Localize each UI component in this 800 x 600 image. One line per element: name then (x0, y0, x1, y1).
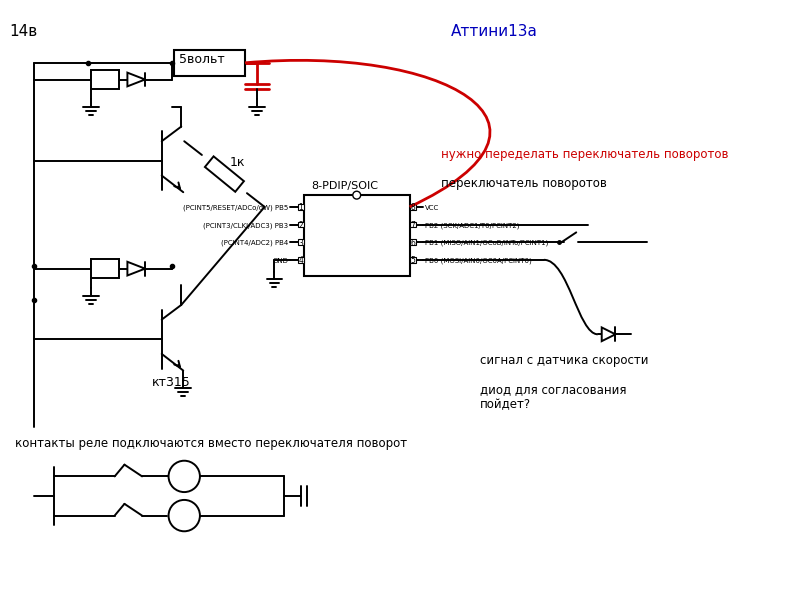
Text: 1: 1 (298, 203, 303, 212)
Bar (410, 239, 415, 245)
Text: 14в: 14в (10, 23, 38, 38)
Bar (410, 204, 415, 210)
Polygon shape (127, 262, 145, 275)
Circle shape (353, 191, 361, 199)
Text: 8-PDIP/SOIC: 8-PDIP/SOIC (312, 181, 378, 191)
Text: сигнал с датчика скорости: сигнал с датчика скорости (480, 354, 649, 367)
Text: (PCINT3/CLKI/ADC3) PB3: (PCINT3/CLKI/ADC3) PB3 (203, 222, 288, 229)
Text: 2: 2 (298, 221, 303, 230)
Text: PB2 (SCK/ADC1/T0/PCINT2): PB2 (SCK/ADC1/T0/PCINT2) (426, 222, 520, 229)
Circle shape (169, 500, 200, 531)
Bar (410, 221, 415, 227)
Text: кт315: кт315 (152, 376, 190, 389)
Polygon shape (127, 73, 145, 86)
Text: Аттини13а: Аттини13а (451, 23, 538, 38)
Bar (298, 257, 304, 263)
Bar (298, 204, 304, 210)
Text: 3: 3 (298, 239, 303, 248)
Text: 5вольт: 5вольт (179, 53, 225, 66)
Bar (298, 239, 304, 245)
Bar (304, 195, 410, 275)
Text: нужно переделать переключатель поворотов: нужно переделать переключатель поворотов (441, 148, 729, 161)
Text: 8: 8 (410, 203, 415, 212)
Text: PB1 (MISO/AIN1/OCoB/INTo/PCINT1): PB1 (MISO/AIN1/OCoB/INTo/PCINT1) (426, 240, 549, 247)
Polygon shape (602, 328, 615, 341)
Text: PB0 (MOSI/AIN0/OC0A/PCINT0): PB0 (MOSI/AIN0/OC0A/PCINT0) (426, 257, 532, 264)
Bar (205, 157, 244, 192)
Circle shape (169, 461, 200, 492)
Text: диод для согласования: диод для согласования (480, 383, 626, 396)
Text: (PCINT5/RESET/ADCo/dW) PB5: (PCINT5/RESET/ADCo/dW) PB5 (183, 205, 288, 211)
Text: 1к: 1к (230, 157, 245, 169)
Text: GND: GND (272, 258, 288, 264)
Text: (PCINT4/ADC2) PB4: (PCINT4/ADC2) PB4 (221, 240, 288, 247)
Bar (174, 50, 245, 76)
Bar (91, 259, 118, 278)
Text: 6: 6 (410, 239, 415, 248)
Text: 4: 4 (298, 256, 303, 265)
Text: VCC: VCC (426, 205, 439, 211)
Text: 5: 5 (410, 256, 415, 265)
Text: переключатель поворотов: переключатель поворотов (441, 178, 607, 191)
Text: 7: 7 (410, 221, 415, 230)
Bar (410, 257, 415, 263)
Bar (91, 70, 118, 89)
Text: контакты реле подключаются вместо переключателя поворот: контакты реле подключаются вместо перекл… (14, 437, 407, 450)
Bar (298, 221, 304, 227)
Text: пойдет?: пойдет? (480, 398, 531, 411)
